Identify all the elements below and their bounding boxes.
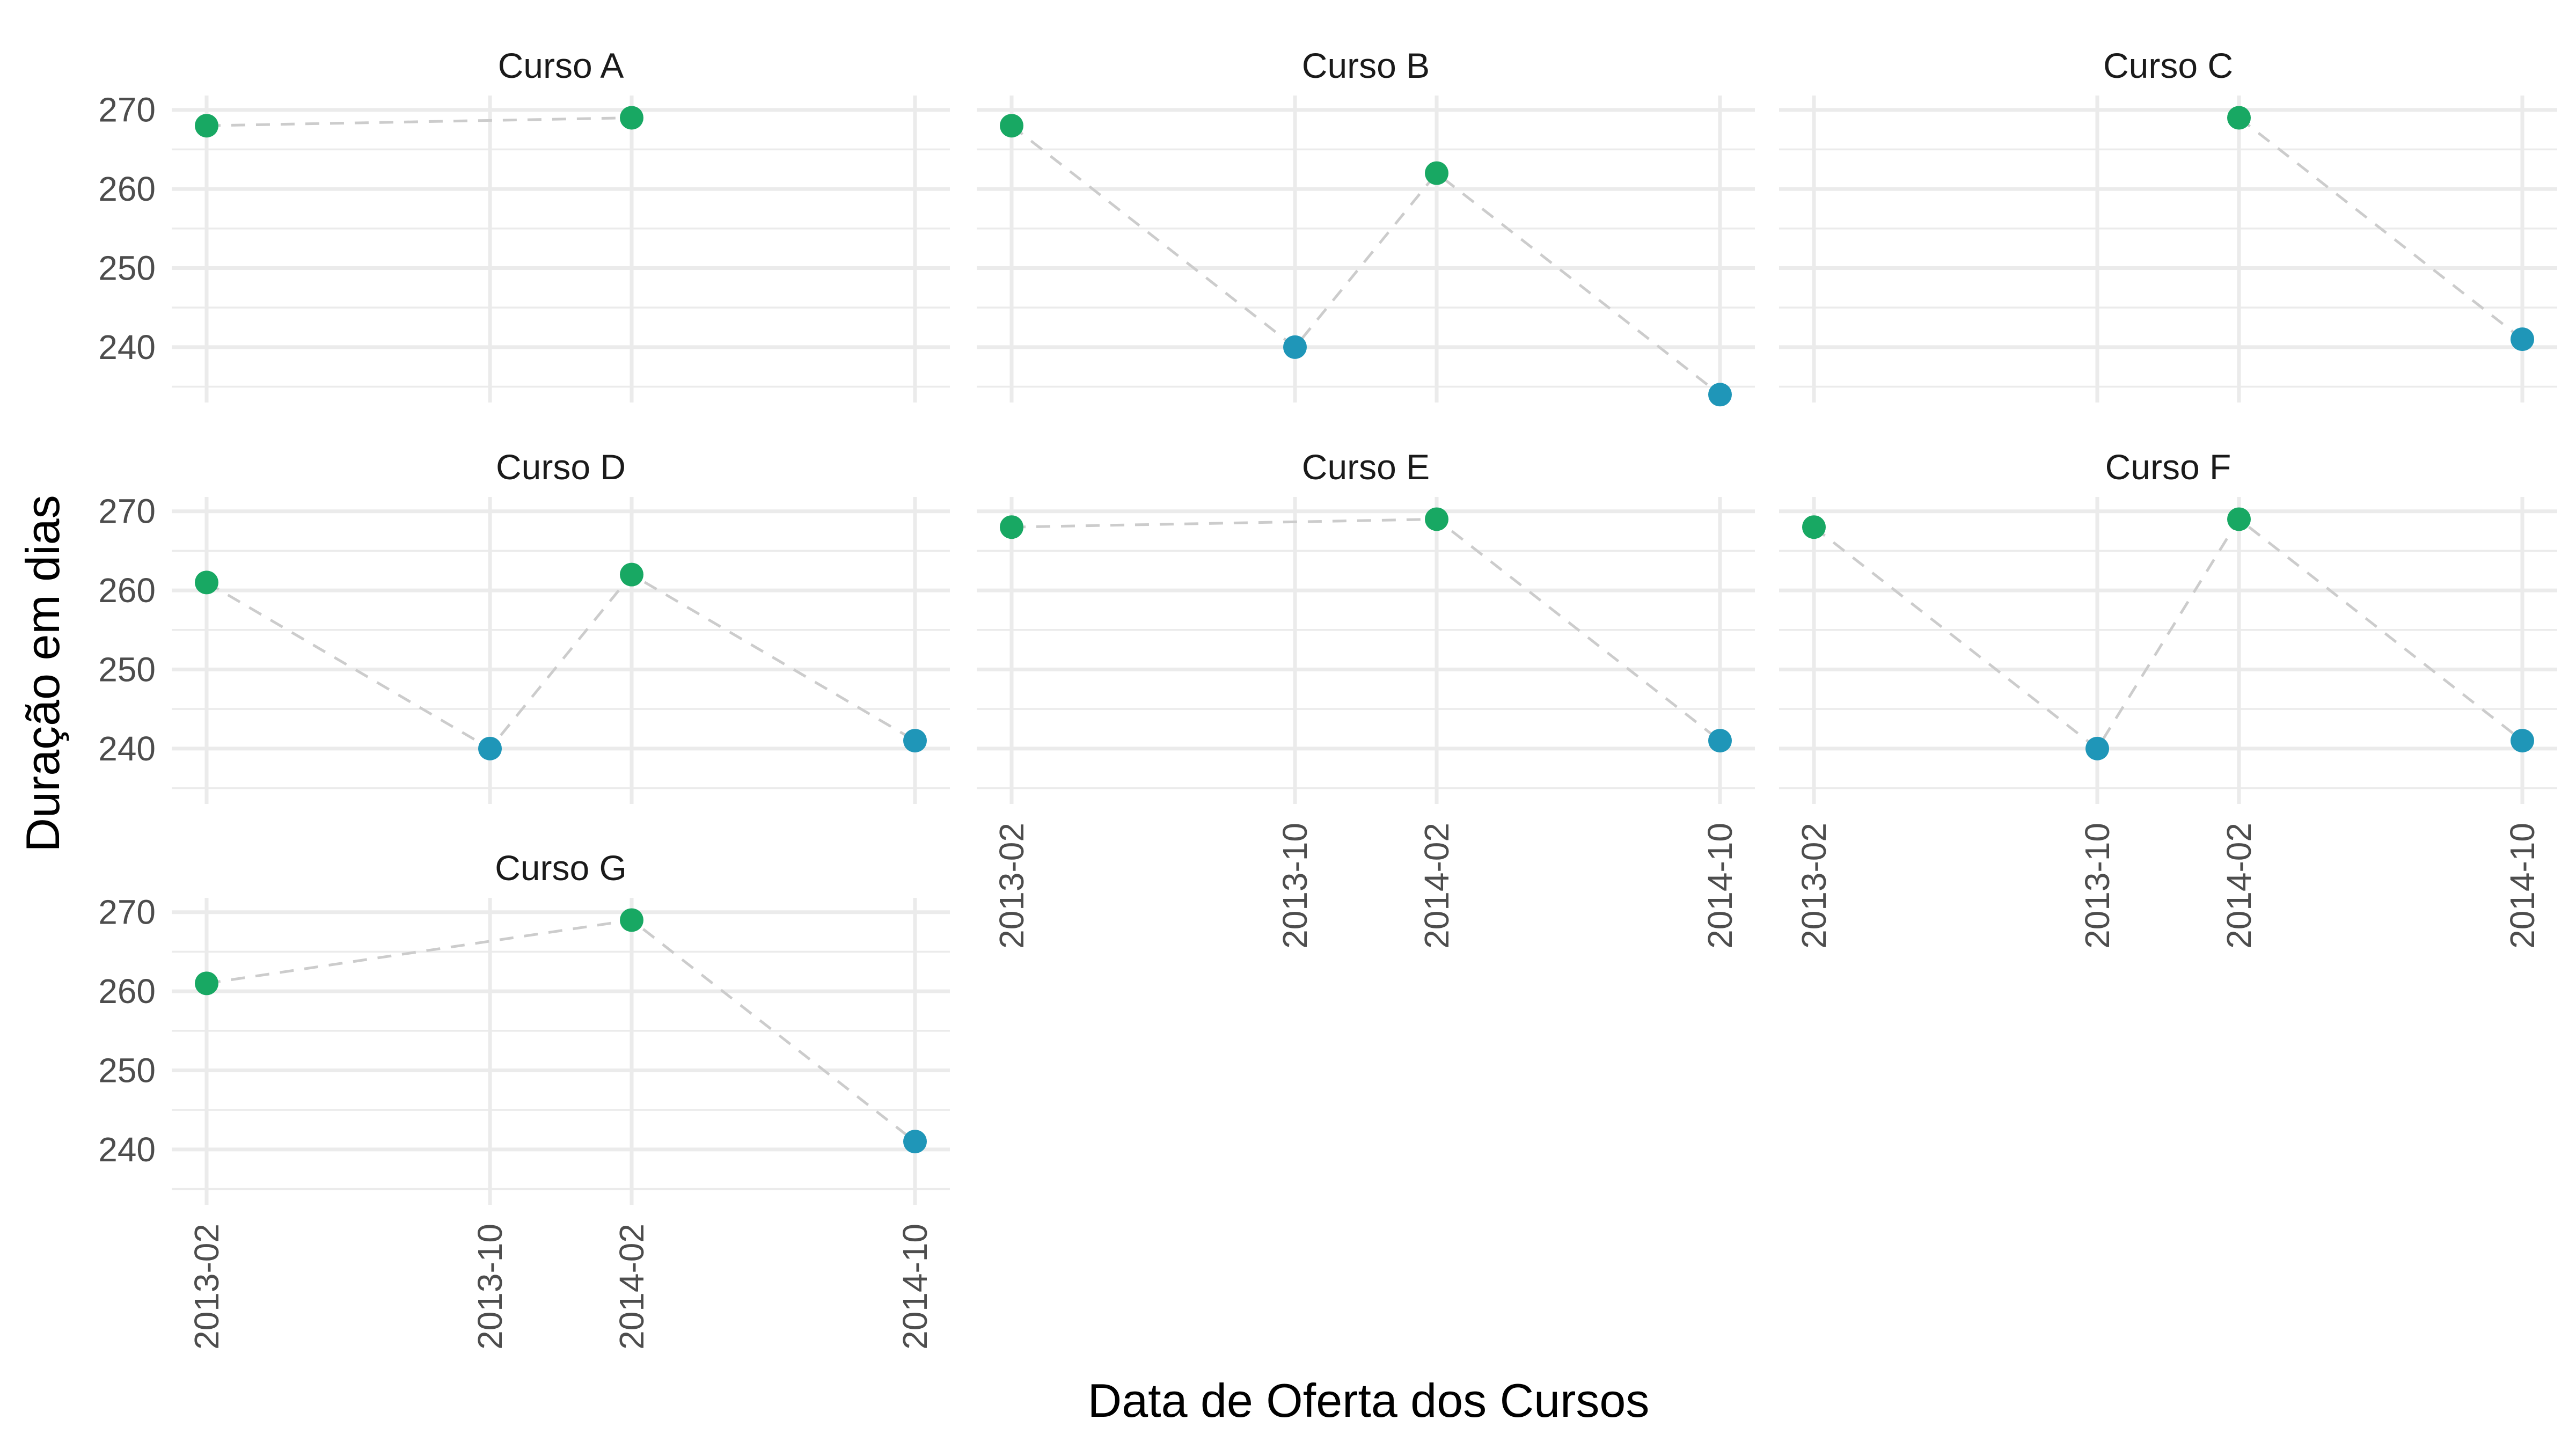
data-point (2085, 736, 2109, 760)
facet-panel: Curso G 240 250 260 270 2013-02 2013-10 2014-02… (98, 848, 950, 1350)
series-line (206, 573, 916, 751)
x-tick-label: 2014-02 (612, 1224, 651, 1350)
y-tick-label: 270 (98, 91, 156, 129)
data-point (195, 114, 218, 138)
data-point (1000, 515, 1023, 539)
facet-title: Curso C (2103, 46, 2233, 85)
x-tick-label: 2013-02 (187, 1224, 226, 1350)
y-tick-label: 240 (98, 328, 156, 367)
data-point (2227, 507, 2251, 531)
data-point (1802, 515, 1826, 539)
y-tick-label: 250 (98, 248, 156, 287)
facet-title: Curso D (496, 447, 626, 487)
y-tick-label: 270 (98, 492, 156, 531)
x-axis-title: Data de Oferta dos Cursos (1088, 1374, 1650, 1427)
data-point (1708, 383, 1732, 407)
y-tick-label: 240 (98, 729, 156, 768)
data-point (903, 1130, 927, 1154)
x-tick-label: 2014-02 (1417, 823, 1456, 949)
data-point (2227, 106, 2251, 130)
x-tick-label: 2013-10 (471, 1224, 509, 1350)
data-point (620, 562, 643, 587)
facet-panel: Curso F 2013-02 2013-10 2014-02 2014-10 (1779, 447, 2557, 949)
y-axis-title: Duração em dias (16, 495, 69, 852)
x-tick-label: 2013-02 (992, 823, 1031, 949)
data-point (478, 736, 502, 760)
y-tick-label: 240 (98, 1130, 156, 1169)
facet-panel: Curso C (1779, 46, 2557, 402)
x-tick-label: 2013-02 (1795, 823, 1833, 949)
data-point (1425, 161, 1448, 185)
data-point (903, 729, 927, 753)
x-tick-label: 2013-10 (2078, 823, 2117, 949)
series-line (1813, 517, 2523, 751)
facet-title: Curso B (1302, 46, 1430, 85)
data-point (1000, 114, 1023, 138)
facet-title: Curso A (498, 46, 624, 85)
facet-title: Curso E (1302, 447, 1430, 487)
facet-title: Curso G (495, 848, 627, 888)
y-tick-label: 250 (98, 650, 156, 689)
data-point (1708, 729, 1732, 753)
data-point (620, 106, 643, 130)
y-tick-label: 260 (98, 170, 156, 208)
series-line (1011, 125, 1721, 396)
x-tick-label: 2014-10 (2503, 823, 2542, 949)
data-point (195, 971, 218, 996)
x-tick-label: 2014-10 (896, 1224, 934, 1350)
data-point (2511, 327, 2534, 352)
x-tick-label: 2014-10 (1701, 823, 1739, 949)
facet-panel: Curso B (977, 46, 1755, 407)
data-point (195, 570, 218, 595)
data-point (1425, 507, 1448, 531)
y-tick-label: 260 (98, 972, 156, 1011)
x-tick-label: 2014-02 (2220, 823, 2258, 949)
facet-panel: Curso E 2013-02 2013-10 2014-02 2014-10 (977, 447, 1755, 949)
facet-title: Curso F (2105, 447, 2231, 487)
data-point (620, 908, 643, 932)
series-line (206, 116, 632, 127)
facet-panel: Curso D 240 250 260 270 (98, 447, 950, 804)
series-line (2238, 116, 2523, 341)
facet-panel: Curso A 240 250 260 270 (98, 46, 950, 402)
facet-panels: Curso A 240 250 260 270 Curso B Curso C Curso D… (98, 46, 2557, 1350)
y-tick-label: 270 (98, 893, 156, 932)
data-point (2511, 729, 2534, 753)
y-tick-label: 260 (98, 571, 156, 610)
x-tick-label: 2013-10 (1276, 823, 1314, 949)
data-point (1283, 335, 1307, 359)
y-tick-label: 250 (98, 1051, 156, 1089)
